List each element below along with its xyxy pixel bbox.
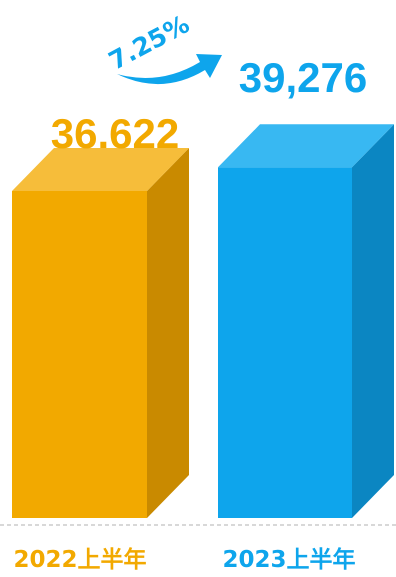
bar-2022 (12, 148, 189, 518)
growth-percent-label: 7.25% (104, 9, 194, 75)
bar-2022-top (12, 148, 189, 192)
bar-2022-front (12, 191, 147, 518)
growth-arrow-icon (117, 54, 222, 85)
bar-2022-side (147, 148, 189, 518)
bar-2023-front (218, 167, 352, 518)
bar-2023-side (352, 124, 394, 518)
category-label-2022: 2022上半年 (13, 546, 146, 573)
bar-2023-top (218, 124, 394, 168)
value-label-2022: 36.622 (51, 110, 179, 157)
value-label-2023: 39,276 (239, 54, 367, 101)
growth-annotation: 7.25% (104, 9, 222, 85)
bar-2023 (218, 124, 394, 518)
category-label-2023: 2023上半年 (222, 546, 355, 573)
